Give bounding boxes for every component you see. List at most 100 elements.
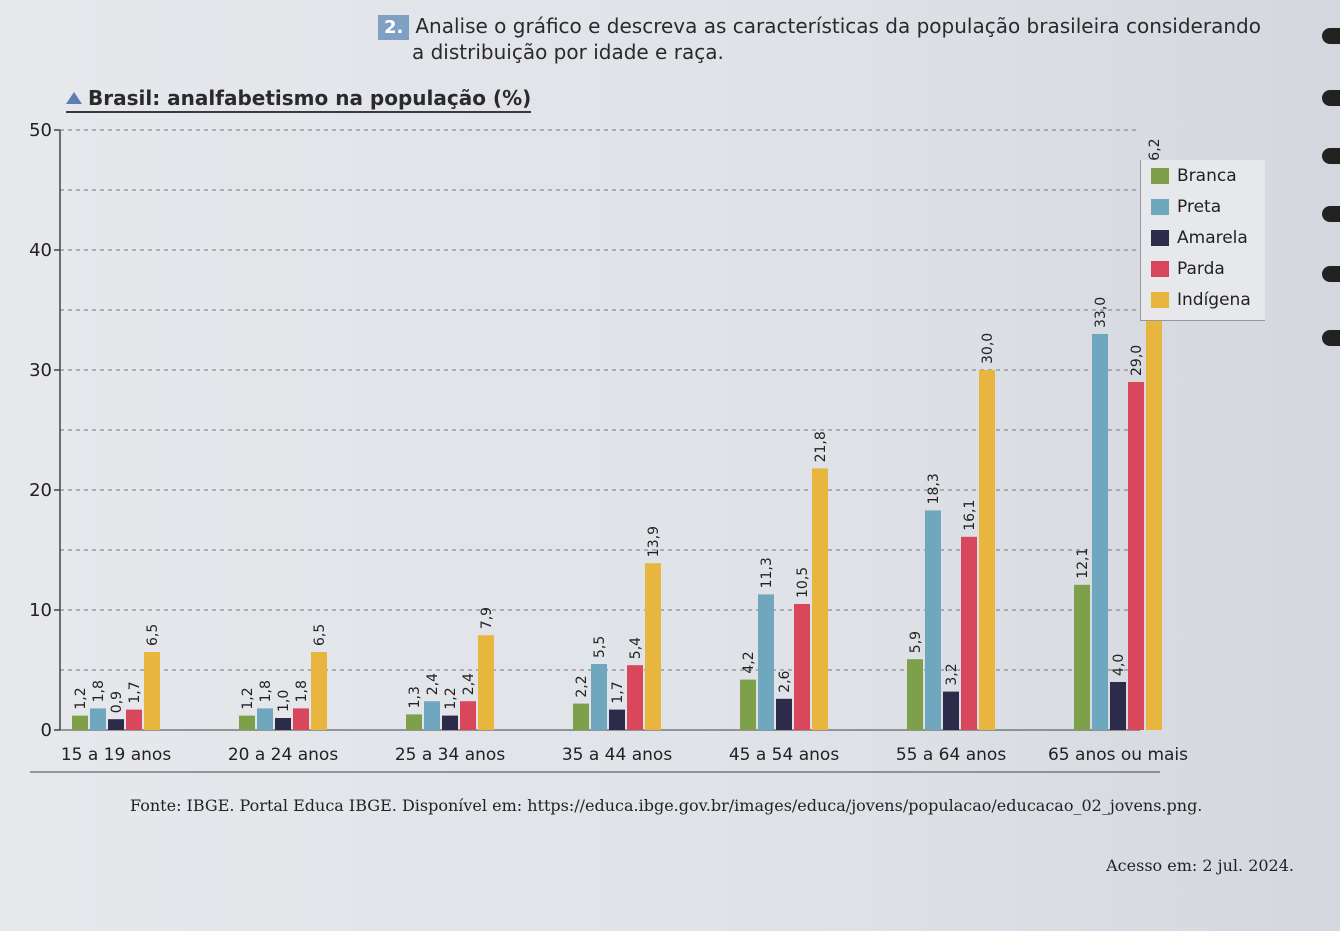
bar-value-label: 0,9	[109, 691, 125, 713]
binder-ring	[1322, 90, 1340, 106]
bar-value-label: 2,4	[461, 673, 477, 695]
bar-value-label: 16,1	[962, 500, 978, 531]
chart-category-labels: 15 a 19 anos 20 a 24 anos 25 a 34 anos 35 a…	[61, 745, 1188, 765]
y-tick-label: 30	[29, 360, 52, 381]
legend-label: Amarela	[1177, 227, 1248, 248]
bar-value-label: 2,4	[425, 673, 441, 695]
bar	[591, 664, 607, 730]
bar-value-label: 1,0	[276, 690, 292, 712]
bar	[812, 468, 828, 730]
bar	[627, 665, 643, 730]
category-label: 25 a 34 anos	[395, 745, 505, 765]
chart-title-text: Brasil: analfabetismo na população (%)	[88, 86, 532, 110]
bar	[257, 708, 273, 730]
bar-value-label: 2,6	[777, 670, 793, 692]
exercise-prompt: 2. Analise o gráfico e descreva as caract…	[378, 14, 1278, 65]
bar-value-label: 4,2	[741, 651, 757, 673]
bar-value-label: 1,8	[91, 680, 107, 702]
bar-value-label: 3,2	[944, 663, 960, 685]
bar-value-label: 1,2	[240, 687, 256, 709]
bar	[424, 701, 440, 730]
legend-label: Indígena	[1177, 289, 1251, 310]
legend-swatch	[1151, 198, 1169, 215]
bar-value-label: 5,5	[592, 636, 608, 658]
legend-item: Preta	[1141, 191, 1265, 222]
bar	[794, 604, 810, 730]
legend-item: Branca	[1141, 160, 1265, 191]
bar	[1128, 382, 1144, 730]
bar-value-label: 12,1	[1075, 548, 1091, 579]
bar	[943, 691, 959, 730]
y-tick-label: 0	[41, 720, 52, 741]
bar-value-label: 1,8	[258, 680, 274, 702]
binder-ring	[1322, 148, 1340, 164]
bar	[740, 679, 756, 730]
category-label: 55 a 64 anos	[896, 745, 1006, 765]
bar-value-label: 30,0	[980, 333, 996, 364]
legend-swatch	[1151, 167, 1169, 184]
bar-value-label: 21,8	[813, 431, 829, 462]
chart-bars	[72, 175, 1162, 731]
bar-value-label: 4,0	[1111, 654, 1127, 676]
bar-value-label: 33,0	[1093, 297, 1109, 328]
bar	[776, 698, 792, 730]
bar	[311, 652, 327, 730]
legend-item: Amarela	[1141, 222, 1265, 253]
triangle-icon	[66, 92, 82, 104]
bar	[645, 563, 661, 730]
binder-ring	[1322, 28, 1340, 44]
legend-swatch	[1151, 229, 1169, 246]
bar	[460, 701, 476, 730]
legend-swatch	[1151, 291, 1169, 308]
exercise-text-line-1: Analise o gráfico e descreva as caracter…	[415, 14, 1261, 38]
y-tick-label: 10	[29, 600, 52, 621]
chart-data-labels: 1,2 1,8 0,9 1,76,51,2 1,8 1,0 1,86,51,32,41,22…	[73, 138, 1163, 713]
source-citation: Fonte: IBGE. Portal Educa IBGE. Disponív…	[130, 796, 1203, 815]
bar-value-label: 10,5	[795, 567, 811, 598]
legend-item: Parda	[1141, 253, 1265, 284]
bar	[72, 715, 88, 730]
y-tick-label: 50	[29, 120, 52, 141]
bar-value-label: 11,3	[759, 557, 775, 588]
bar	[758, 594, 774, 730]
bar-value-label: 1,2	[73, 687, 89, 709]
category-label: 65 anos ou mais	[1048, 745, 1188, 765]
bar	[90, 708, 106, 730]
category-label: 45 a 54 anos	[729, 745, 839, 765]
legend-label: Branca	[1177, 165, 1237, 186]
bar-value-label: 1,8	[294, 680, 310, 702]
bar-value-label: 1,7	[127, 681, 143, 703]
legend-item: Indígena	[1141, 284, 1265, 315]
chart-gridlines	[60, 129, 1140, 671]
bar-value-label: 6,5	[145, 624, 161, 646]
bar-value-label: 1,7	[610, 681, 626, 703]
bar-value-label: 2,2	[574, 675, 590, 697]
bar-value-label: 1,2	[443, 687, 459, 709]
binder-ring	[1322, 330, 1340, 346]
bar	[239, 715, 255, 730]
bar	[406, 714, 422, 730]
bar	[979, 370, 995, 730]
category-label: 15 a 19 anos	[61, 745, 171, 765]
category-label: 35 a 44 anos	[562, 745, 672, 765]
bar	[293, 708, 309, 730]
bar-value-label: 13,9	[646, 526, 662, 557]
chart-title: Brasil: analfabetismo na população (%)	[66, 86, 532, 113]
bar	[609, 709, 625, 730]
bar	[144, 652, 160, 730]
bar	[275, 718, 291, 730]
chart-legend: Branca Preta Amarela Parda Indígena	[1140, 160, 1265, 321]
bar	[907, 659, 923, 730]
bar	[1092, 334, 1108, 730]
bar-value-label: 29,0	[1129, 345, 1145, 376]
exercise-number: 2.	[378, 15, 410, 40]
bar	[126, 709, 142, 730]
y-tick-label: 40	[29, 240, 52, 261]
bar-value-label: 18,3	[926, 473, 942, 504]
bar	[573, 703, 589, 730]
legend-label: Parda	[1177, 258, 1225, 279]
bar-value-label: 1,3	[407, 686, 423, 708]
bar-value-label: 5,4	[628, 637, 644, 659]
bar	[925, 510, 941, 730]
